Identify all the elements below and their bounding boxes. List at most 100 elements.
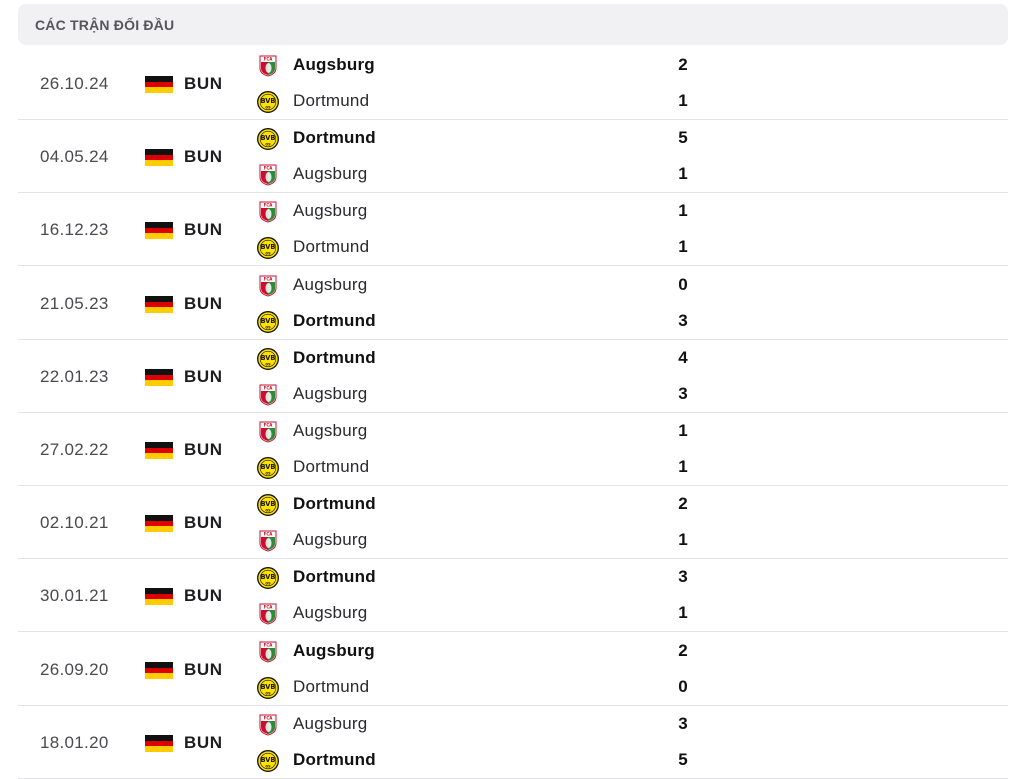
augsburg-crest-icon: FCA — [257, 164, 279, 186]
germany-flag-icon — [145, 442, 173, 459]
match-date: 16.12.23 — [40, 220, 109, 239]
team-score: 0 — [678, 677, 688, 696]
team-score: 3 — [678, 567, 688, 586]
svg-text:BVB: BVB — [261, 573, 276, 581]
team-name: Augsburg — [293, 641, 375, 660]
home-team[interactable]: FCA Augsburg 1 — [255, 198, 775, 224]
league-code: BUN — [184, 294, 223, 313]
away-team[interactable]: FCA Augsburg 1 — [255, 527, 775, 553]
match-date: 26.09.20 — [40, 660, 109, 679]
home-team[interactable]: BVB 09 Dortmund 3 — [255, 564, 775, 590]
away-team[interactable]: FCA Augsburg 3 — [255, 381, 775, 407]
match-row[interactable]: 16.12.23 BUN FCA Augsburg 1 BVB 09 Dortmun… — [18, 193, 1008, 266]
svg-text:BVB: BVB — [261, 354, 276, 362]
team-name: Augsburg — [293, 201, 368, 220]
away-team[interactable]: BVB 09 Dortmund 1 — [255, 88, 775, 114]
germany-flag-icon — [145, 588, 173, 605]
match-row[interactable]: 26.09.20 BUN FCA Augsburg 2 BVB 09 Dortmun… — [18, 633, 1008, 706]
team-name: Augsburg — [293, 714, 368, 733]
away-team[interactable]: BVB 09 Dortmund 5 — [255, 747, 775, 773]
match-date: 02.10.21 — [40, 513, 109, 532]
home-team[interactable]: BVB 09 Dortmund 5 — [255, 125, 775, 151]
team-score: 1 — [678, 603, 688, 622]
home-team[interactable]: FCA Augsburg 2 — [255, 52, 775, 78]
augsburg-crest-icon: FCA — [257, 275, 279, 297]
away-team[interactable]: FCA Augsburg 1 — [255, 161, 775, 187]
home-team[interactable]: FCA Augsburg 2 — [255, 638, 775, 664]
league-code: BUN — [184, 147, 223, 166]
team-name: Augsburg — [293, 164, 368, 183]
team-score: 0 — [678, 275, 688, 294]
svg-text:BVB: BVB — [261, 756, 276, 764]
league-code: BUN — [184, 586, 223, 605]
team-score: 5 — [678, 750, 688, 769]
team-name: Augsburg — [293, 530, 368, 549]
home-team[interactable]: BVB 09 Dortmund 2 — [255, 491, 775, 517]
augsburg-crest-icon: FCA — [257, 714, 279, 736]
match-date: 04.05.24 — [40, 147, 109, 166]
svg-text:FCA: FCA — [264, 423, 274, 428]
away-team[interactable]: BVB 09 Dortmund 3 — [255, 308, 775, 334]
team-name: Dortmund — [293, 237, 370, 256]
match-row[interactable]: 04.05.24 BUN BVB 09 Dortmund 5 FCA Augsbur… — [18, 120, 1008, 193]
svg-text:09: 09 — [265, 507, 271, 512]
match-row[interactable]: 27.02.22 BUN FCA Augsburg 1 BVB 09 Dortmun… — [18, 413, 1008, 486]
team-score: 3 — [678, 714, 688, 733]
team-score: 1 — [678, 457, 688, 476]
svg-text:FCA: FCA — [264, 605, 274, 610]
svg-text:FCA: FCA — [264, 277, 274, 282]
home-team[interactable]: FCA Augsburg 0 — [255, 272, 775, 298]
match-row[interactable]: 22.01.23 BUN BVB 09 Dortmund 4 FCA Augsbur… — [18, 340, 1008, 413]
league-code: BUN — [184, 660, 223, 679]
away-team[interactable]: BVB 09 Dortmund 0 — [255, 674, 775, 700]
match-date: 26.10.24 — [40, 74, 109, 93]
league-code: BUN — [184, 733, 223, 752]
match-row[interactable]: 21.05.23 BUN FCA Augsburg 0 BVB 09 Dortmun… — [18, 267, 1008, 340]
home-team[interactable]: FCA Augsburg 3 — [255, 711, 775, 737]
svg-text:BVB: BVB — [261, 243, 276, 251]
dortmund-crest-icon: BVB 09 — [257, 677, 279, 699]
match-row[interactable]: 26.10.24 BUN FCA Augsburg 2 BVB 09 Dortmun… — [18, 47, 1008, 120]
team-name: Dortmund — [293, 348, 376, 367]
team-name: Dortmund — [293, 677, 370, 696]
dortmund-crest-icon: BVB 09 — [257, 494, 279, 516]
svg-text:09: 09 — [265, 580, 271, 585]
augsburg-crest-icon: FCA — [257, 55, 279, 77]
league-code: BUN — [184, 220, 223, 239]
team-score: 5 — [678, 128, 688, 147]
team-name: Dortmund — [293, 91, 370, 110]
home-team[interactable]: FCA Augsburg 1 — [255, 418, 775, 444]
section-title: CÁC TRẬN ĐỐI ĐẦU — [35, 16, 175, 33]
away-team[interactable]: BVB 09 Dortmund 1 — [255, 234, 775, 260]
dortmund-crest-icon: BVB 09 — [257, 128, 279, 150]
svg-text:FCA: FCA — [264, 716, 274, 721]
augsburg-crest-icon: FCA — [257, 421, 279, 443]
team-score: 2 — [678, 494, 688, 513]
dortmund-crest-icon: BVB 09 — [257, 311, 279, 333]
svg-text:09: 09 — [265, 361, 271, 366]
team-score: 2 — [678, 55, 688, 74]
match-row[interactable]: 30.01.21 BUN BVB 09 Dortmund 3 FCA Augsbur… — [18, 559, 1008, 632]
germany-flag-icon — [145, 735, 173, 752]
dortmund-crest-icon: BVB 09 — [257, 237, 279, 259]
league-code: BUN — [184, 367, 223, 386]
svg-text:09: 09 — [265, 470, 271, 475]
away-team[interactable]: FCA Augsburg 1 — [255, 600, 775, 626]
svg-text:BVB: BVB — [261, 500, 276, 508]
team-name: Dortmund — [293, 457, 370, 476]
svg-text:09: 09 — [265, 250, 271, 255]
match-row[interactable]: 18.01.20 BUN FCA Augsburg 3 BVB 09 Dortmun… — [18, 706, 1008, 779]
team-name: Dortmund — [293, 750, 376, 769]
match-row[interactable]: 02.10.21 BUN BVB 09 Dortmund 2 FCA Augsbur… — [18, 486, 1008, 559]
dortmund-crest-icon: BVB 09 — [257, 348, 279, 370]
match-date: 30.01.21 — [40, 586, 109, 605]
team-score: 1 — [678, 237, 688, 256]
dortmund-crest-icon: BVB 09 — [257, 91, 279, 113]
team-name: Dortmund — [293, 311, 376, 330]
away-team[interactable]: BVB 09 Dortmund 1 — [255, 454, 775, 480]
team-name: Augsburg — [293, 55, 375, 74]
home-team[interactable]: BVB 09 Dortmund 4 — [255, 345, 775, 371]
section-header: CÁC TRẬN ĐỐI ĐẦU — [18, 4, 1008, 45]
match-date: 22.01.23 — [40, 367, 109, 386]
